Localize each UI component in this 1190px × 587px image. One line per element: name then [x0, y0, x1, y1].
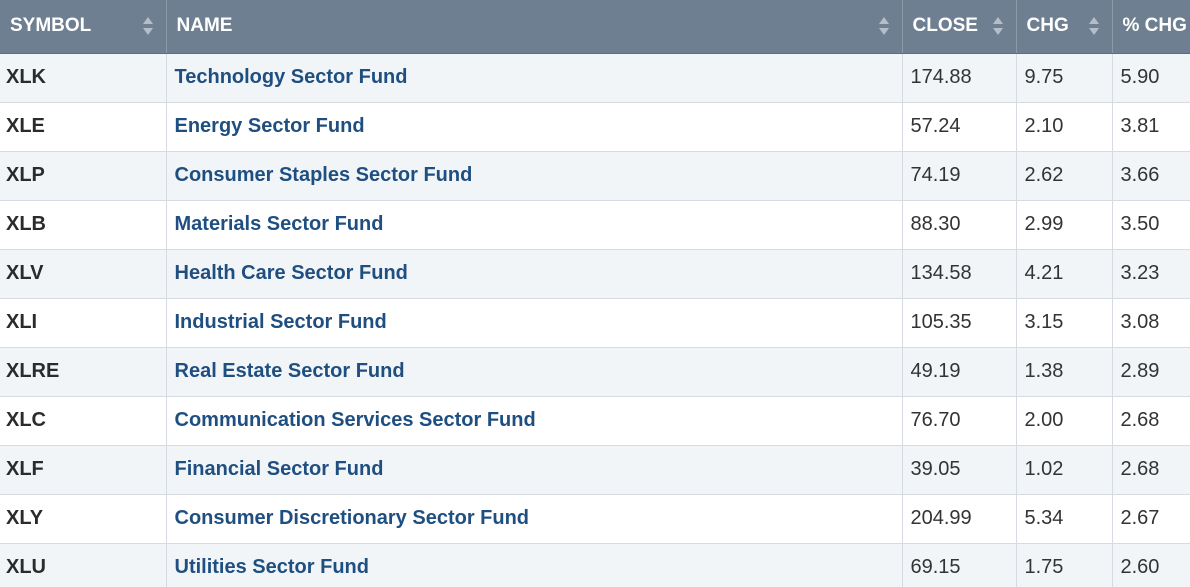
- chg-cell: 1.38: [1016, 347, 1113, 397]
- close-cell: 204.99: [902, 494, 1017, 544]
- column-header-label: SYMBOL: [10, 15, 92, 37]
- close-cell: 88.30: [902, 200, 1017, 250]
- pct-chg-cell: 5.90: [1112, 53, 1190, 103]
- close-cell: 39.05: [902, 445, 1017, 495]
- table-row: XLI Industrial Sector Fund 105.35 3.15 3.08: [0, 298, 1190, 348]
- symbol-cell: XLU: [0, 543, 167, 587]
- pct-chg-cell: 2.68: [1112, 396, 1190, 446]
- chg-cell: 1.75: [1016, 543, 1113, 587]
- name-cell: Financial Sector Fund: [166, 445, 903, 495]
- symbol-cell: XLP: [0, 151, 167, 201]
- column-header-label: CHG: [1026, 15, 1069, 37]
- name-cell: Industrial Sector Fund: [166, 298, 903, 348]
- column-header-close[interactable]: CLOSE: [902, 0, 1017, 54]
- pct-chg-cell: 3.08: [1112, 298, 1190, 348]
- column-header-symbol[interactable]: SYMBOL: [0, 0, 167, 54]
- symbol-cell: XLRE: [0, 347, 167, 397]
- table-body: XLK Technology Sector Fund 174.88 9.75 5.90 X…: [0, 53, 1190, 587]
- pct-chg-cell: 2.60: [1112, 543, 1190, 587]
- symbol-cell: XLE: [0, 102, 167, 152]
- close-cell: 174.88: [902, 53, 1017, 103]
- table-row: XLV Health Care Sector Fund 134.58 4.21 3.23: [0, 249, 1190, 299]
- name-cell: Health Care Sector Fund: [166, 249, 903, 299]
- sort-arrows-icon[interactable]: [878, 17, 890, 36]
- fund-name-link[interactable]: Industrial Sector Fund: [174, 311, 387, 333]
- pct-chg-cell: 3.81: [1112, 102, 1190, 152]
- table-row: XLY Consumer Discretionary Sector Fund 204…: [0, 494, 1190, 544]
- column-header-label: NAME: [176, 15, 233, 37]
- name-cell: Energy Sector Fund: [166, 102, 903, 152]
- chg-cell: 1.02: [1016, 445, 1113, 495]
- column-header-label: % CHG: [1122, 15, 1187, 37]
- chg-cell: 2.00: [1016, 396, 1113, 446]
- table-row: XLE Energy Sector Fund 57.24 2.10 3.81: [0, 102, 1190, 152]
- fund-name-link[interactable]: Technology Sector Fund: [174, 66, 408, 88]
- close-cell: 134.58: [902, 249, 1017, 299]
- chg-cell: 9.75: [1016, 53, 1113, 103]
- table-row: XLK Technology Sector Fund 174.88 9.75 5.90: [0, 53, 1190, 103]
- name-cell: Consumer Discretionary Sector Fund: [166, 494, 903, 544]
- name-cell: Materials Sector Fund: [166, 200, 903, 250]
- column-header-pct-chg[interactable]: % CHG: [1112, 0, 1190, 54]
- symbol-cell: XLK: [0, 53, 167, 103]
- name-cell: Utilities Sector Fund: [166, 543, 903, 587]
- chg-cell: 2.99: [1016, 200, 1113, 250]
- chg-cell: 3.15: [1016, 298, 1113, 348]
- close-cell: 57.24: [902, 102, 1017, 152]
- name-cell: Consumer Staples Sector Fund: [166, 151, 903, 201]
- fund-name-link[interactable]: Financial Sector Fund: [174, 458, 384, 480]
- name-cell: Technology Sector Fund: [166, 53, 903, 103]
- name-cell: Real Estate Sector Fund: [166, 347, 903, 397]
- close-cell: 49.19: [902, 347, 1017, 397]
- column-header-chg[interactable]: CHG: [1016, 0, 1113, 54]
- symbol-cell: XLF: [0, 445, 167, 495]
- close-cell: 105.35: [902, 298, 1017, 348]
- table-row: XLRE Real Estate Sector Fund 49.19 1.38 2.89: [0, 347, 1190, 397]
- table-header: SYMBOL NAME CLOSE CHG % CHG: [0, 0, 1190, 54]
- chg-cell: 2.10: [1016, 102, 1113, 152]
- sort-arrows-icon[interactable]: [1088, 17, 1100, 36]
- pct-chg-cell: 2.67: [1112, 494, 1190, 544]
- chg-cell: 5.34: [1016, 494, 1113, 544]
- sort-arrows-icon[interactable]: [992, 17, 1004, 36]
- close-cell: 74.19: [902, 151, 1017, 201]
- symbol-cell: XLI: [0, 298, 167, 348]
- chg-cell: 2.62: [1016, 151, 1113, 201]
- pct-chg-cell: 2.68: [1112, 445, 1190, 495]
- pct-chg-cell: 3.50: [1112, 200, 1190, 250]
- chg-cell: 4.21: [1016, 249, 1113, 299]
- column-header-name[interactable]: NAME: [166, 0, 903, 54]
- table-row: XLB Materials Sector Fund 88.30 2.99 3.50: [0, 200, 1190, 250]
- fund-name-link[interactable]: Utilities Sector Fund: [174, 556, 369, 578]
- fund-name-link[interactable]: Consumer Staples Sector Fund: [174, 164, 473, 186]
- symbol-cell: XLY: [0, 494, 167, 544]
- fund-name-link[interactable]: Health Care Sector Fund: [174, 262, 408, 284]
- close-cell: 76.70: [902, 396, 1017, 446]
- symbol-cell: XLB: [0, 200, 167, 250]
- name-cell: Communication Services Sector Fund: [166, 396, 903, 446]
- fund-name-link[interactable]: Energy Sector Fund: [174, 115, 365, 137]
- fund-name-link[interactable]: Materials Sector Fund: [174, 213, 384, 235]
- table-row: XLP Consumer Staples Sector Fund 74.19 2.62…: [0, 151, 1190, 201]
- table-row: XLC Communication Services Sector Fund 76.…: [0, 396, 1190, 446]
- symbol-cell: XLC: [0, 396, 167, 446]
- header-row: SYMBOL NAME CLOSE CHG % CHG: [0, 0, 1190, 54]
- table-row: XLF Financial Sector Fund 39.05 1.02 2.68: [0, 445, 1190, 495]
- column-header-label: CLOSE: [912, 15, 978, 37]
- pct-chg-cell: 2.89: [1112, 347, 1190, 397]
- fund-name-link[interactable]: Consumer Discretionary Sector Fund: [174, 507, 530, 529]
- table-row: XLU Utilities Sector Fund 69.15 1.75 2.60: [0, 543, 1190, 587]
- close-cell: 69.15: [902, 543, 1017, 587]
- sort-arrows-icon[interactable]: [142, 17, 154, 36]
- pct-chg-cell: 3.66: [1112, 151, 1190, 201]
- pct-chg-cell: 3.23: [1112, 249, 1190, 299]
- symbol-cell: XLV: [0, 249, 167, 299]
- fund-name-link[interactable]: Communication Services Sector Fund: [174, 409, 536, 431]
- fund-name-link[interactable]: Real Estate Sector Fund: [174, 360, 405, 382]
